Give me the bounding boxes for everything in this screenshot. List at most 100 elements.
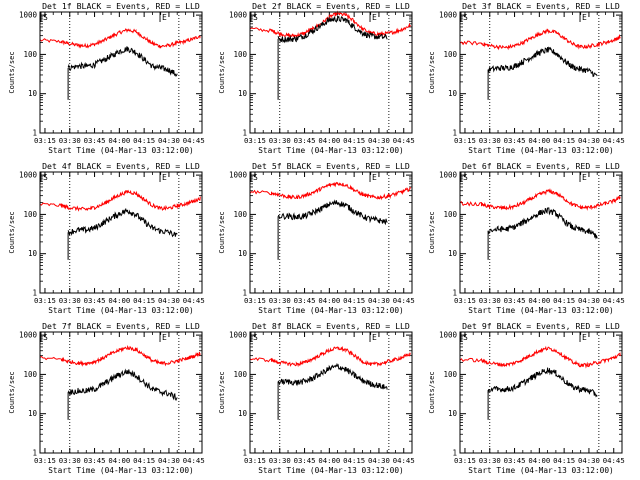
x-tick-label: 04:30 xyxy=(368,296,390,305)
plot-frame xyxy=(39,171,203,294)
x-tick-label: 04:00 xyxy=(108,456,130,465)
panel-det-5f: Det 5f BLACK = Events, RED = LLD Counts/s… xyxy=(218,161,415,315)
y-axis-label: Counts/sec xyxy=(218,371,226,413)
x-axis-label: Start Time (04-Mar-13 03:12:00) xyxy=(258,306,404,315)
x-tick-label: 03:45 xyxy=(84,296,106,305)
y-axis-label: Counts/sec xyxy=(428,211,436,253)
x-tick-label: 03:30 xyxy=(479,136,501,145)
marker-label-E: E xyxy=(582,173,587,182)
panel-det-3f: Det 3f BLACK = Events, RED = LLD Counts/s… xyxy=(428,1,625,155)
panel-title: Det 5f BLACK = Events, RED = LLD xyxy=(252,161,410,171)
series-line-events xyxy=(487,367,598,398)
x-axis-label: Start Time (04-Mar-13 03:12:00) xyxy=(48,146,194,155)
y-tick-label: 10 xyxy=(448,249,458,258)
series-line-events xyxy=(487,207,598,240)
x-tick-label: 03:15 xyxy=(454,296,476,305)
x-tick-label: 03:15 xyxy=(244,296,266,305)
x-tick-label: 03:15 xyxy=(454,456,476,465)
y-tick-label: 1000 xyxy=(229,171,248,180)
plot-frame xyxy=(249,331,413,454)
y-tick-label: 1000 xyxy=(229,11,248,20)
plot-frame xyxy=(39,11,203,134)
x-tick-label: 04:15 xyxy=(343,136,365,145)
x-tick-label: 03:30 xyxy=(59,296,81,305)
x-tick-label: 03:30 xyxy=(479,296,501,305)
x-tick-label: 04:00 xyxy=(108,136,130,145)
y-tick-label: 10 xyxy=(28,249,38,258)
series-line-events xyxy=(67,46,178,78)
panel-det-1f: Det 1f BLACK = Events, RED = LLD Counts/s… xyxy=(8,1,205,155)
x-tick-label: 03:45 xyxy=(84,136,106,145)
panel-title: Det 6f BLACK = Events, RED = LLD xyxy=(462,161,620,171)
x-axis-label: Start Time (04-Mar-13 03:12:00) xyxy=(48,466,194,475)
series-line-lld xyxy=(249,345,411,368)
panel-det-9f: Det 9f BLACK = Events, RED = LLD Counts/s… xyxy=(428,321,625,475)
y-tick-label: 1 xyxy=(242,449,247,458)
panel-title: Det 3f BLACK = Events, RED = LLD xyxy=(462,1,620,11)
panel-title: Det 8f BLACK = Events, RED = LLD xyxy=(252,321,410,331)
x-tick-label: 04:30 xyxy=(158,456,180,465)
x-tick-label: 03:30 xyxy=(269,456,291,465)
y-tick-label: 1 xyxy=(242,289,247,298)
y-axis-label: Counts/sec xyxy=(8,211,16,253)
series-line-lld xyxy=(249,181,411,201)
x-tick-label: 04:15 xyxy=(553,296,575,305)
marker-label-S: S xyxy=(463,13,468,22)
x-tick-label: 04:45 xyxy=(183,136,205,145)
series-line-lld xyxy=(39,344,201,367)
series-line-events xyxy=(277,14,388,44)
x-tick-label: 03:30 xyxy=(479,456,501,465)
y-tick-label: 1 xyxy=(452,289,457,298)
plot-frame xyxy=(249,171,413,294)
x-tick-label: 04:15 xyxy=(133,296,155,305)
y-tick-label: 100 xyxy=(233,370,247,379)
x-tick-label: 04:45 xyxy=(603,456,625,465)
x-tick-label: 04:30 xyxy=(578,456,600,465)
series-line-events xyxy=(277,362,388,390)
series-line-events xyxy=(277,199,388,226)
x-tick-label: 04:30 xyxy=(158,296,180,305)
series-line-lld xyxy=(459,28,621,51)
y-axis-label: Counts/sec xyxy=(218,211,226,253)
x-tick-label: 03:15 xyxy=(244,456,266,465)
x-tick-label: 03:30 xyxy=(269,136,291,145)
y-tick-label: 1 xyxy=(452,449,457,458)
y-tick-label: 10 xyxy=(238,249,248,258)
x-tick-label: 03:45 xyxy=(294,456,316,465)
marker-label-S: S xyxy=(43,173,48,182)
panel-det-7f: Det 7f BLACK = Events, RED = LLD Counts/s… xyxy=(8,321,205,475)
plot-frame xyxy=(249,11,413,134)
x-axis-label: Start Time (04-Mar-13 03:12:00) xyxy=(48,306,194,315)
y-tick-label: 1000 xyxy=(439,171,458,180)
x-tick-label: 04:45 xyxy=(603,136,625,145)
y-axis-label: Counts/sec xyxy=(428,371,436,413)
y-tick-label: 10 xyxy=(238,89,248,98)
x-tick-label: 03:15 xyxy=(34,296,56,305)
y-tick-label: 1 xyxy=(452,129,457,138)
marker-label-E: E xyxy=(162,13,167,22)
y-tick-label: 100 xyxy=(443,210,457,219)
y-tick-label: 1000 xyxy=(19,11,38,20)
x-axis-label: Start Time (04-Mar-13 03:12:00) xyxy=(258,146,404,155)
y-tick-label: 10 xyxy=(448,409,458,418)
panel-det-6f: Det 6f BLACK = Events, RED = LLD Counts/s… xyxy=(428,161,625,315)
y-tick-label: 10 xyxy=(28,89,38,98)
y-tick-label: 100 xyxy=(233,210,247,219)
series-line-lld xyxy=(459,345,621,369)
x-tick-label: 04:30 xyxy=(368,136,390,145)
y-axis-label: Counts/sec xyxy=(428,51,436,93)
series-line-lld xyxy=(39,189,201,212)
marker-label-S: S xyxy=(463,333,468,342)
marker-label-E: E xyxy=(372,13,377,22)
x-tick-label: 03:45 xyxy=(294,136,316,145)
x-tick-label: 04:15 xyxy=(553,456,575,465)
panel-det-8f: Det 8f BLACK = Events, RED = LLD Counts/s… xyxy=(218,321,415,475)
y-tick-label: 10 xyxy=(28,409,38,418)
plot-frame xyxy=(459,171,623,294)
x-tick-label: 04:00 xyxy=(108,296,130,305)
x-axis-label: Start Time (04-Mar-13 03:12:00) xyxy=(468,146,614,155)
marker-label-E: E xyxy=(372,333,377,342)
plot-frame xyxy=(459,11,623,134)
